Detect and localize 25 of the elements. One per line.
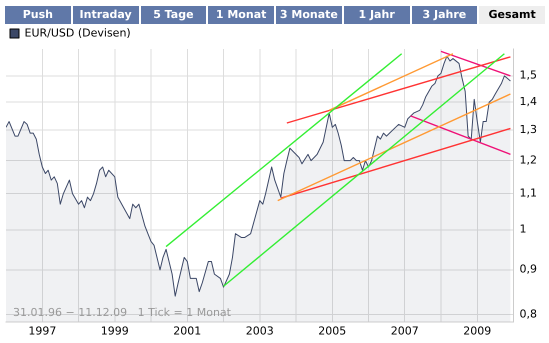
x-tick-label: 1999 [100, 324, 129, 338]
y-tick-label: 1,1 [520, 186, 538, 200]
text: Intraday [72, 6, 138, 24]
text: 3 Jahre [412, 6, 478, 24]
x-tick-label: 2007 [390, 324, 419, 338]
text: Gesamt [479, 6, 545, 24]
legend-label: EUR/USD (Devisen) [24, 26, 131, 40]
x-tick-label: 2009 [463, 324, 492, 338]
x-tick-label: 1997 [28, 324, 56, 338]
text: 1 Monat [208, 6, 274, 24]
text: Push [5, 6, 71, 24]
text: 1 Jahr [344, 6, 410, 24]
y-tick-label: 1,3 [520, 123, 538, 136]
text: 3 Monate [276, 6, 342, 24]
y-tick-label: 1,5 [520, 68, 538, 82]
x-tick-label: 2001 [173, 324, 202, 338]
text: 5 Tage [140, 6, 206, 24]
x-tick-label: 2003 [246, 324, 274, 338]
x-tick-label: 2005 [318, 324, 346, 338]
y-tick-label: 1,2 [520, 153, 538, 166]
annotation: 31.01.96 − 11.12.09 1 Tick = 1 Monat [13, 306, 232, 320]
y-tick-label: 0,8 [520, 307, 538, 320]
y-tick-label: 1 [520, 222, 527, 236]
y-tick-label: 1,4 [520, 94, 538, 108]
y-tick-label: 0,9 [520, 262, 538, 276]
